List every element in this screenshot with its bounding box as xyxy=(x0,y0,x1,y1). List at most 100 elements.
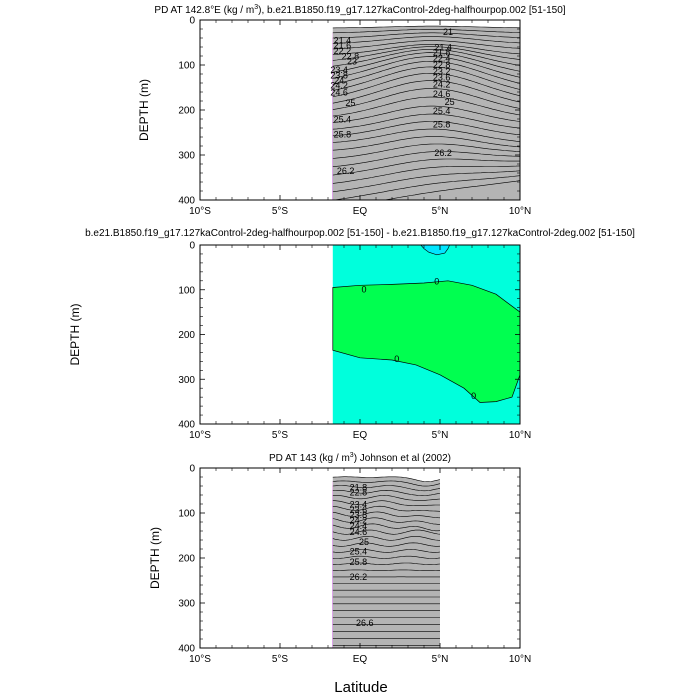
shared-x-axis-label: Latitude xyxy=(334,679,387,696)
contour-line-12 xyxy=(332,536,441,541)
y-tick-label: 400 xyxy=(178,196,195,207)
contour-line-16 xyxy=(332,96,520,117)
y-tick-label: 200 xyxy=(178,106,195,117)
contour-line-11 xyxy=(332,61,520,85)
contour-line-17 xyxy=(332,105,520,123)
contour-line-3 xyxy=(332,485,441,492)
contour-line-9 xyxy=(332,52,520,73)
contour-label: 22.8 xyxy=(342,51,360,61)
contour-line-6 xyxy=(332,44,520,55)
contour-label: 23.6 xyxy=(433,73,451,83)
y-tick-label: 0 xyxy=(189,16,195,27)
y-axis-label: DEPTH (m) xyxy=(68,304,82,366)
contour-line-24 xyxy=(332,158,520,176)
y-tick-label: 300 xyxy=(178,375,195,386)
contour-label: 23.8 xyxy=(350,510,368,520)
y-tick-label: 0 xyxy=(189,464,195,475)
heatmap-field xyxy=(332,245,520,424)
contour-line-9 xyxy=(332,517,440,525)
contour-labels: 21.822.823.423.623.824.224.424.62525.425… xyxy=(350,482,374,627)
x-tick-label: 5°S xyxy=(272,206,289,217)
y-axis-label: DEPTH (m) xyxy=(148,527,162,589)
contour-label: 24.6 xyxy=(433,89,451,99)
contour-line-12 xyxy=(332,66,520,91)
contour-label: 0 xyxy=(471,391,476,401)
contour-label: 23.4 xyxy=(350,499,368,509)
contour-label: 25.4 xyxy=(433,106,451,116)
contour-line-20 xyxy=(332,128,520,143)
x-tick-label: 5°N xyxy=(432,206,449,217)
contour-label: 21 xyxy=(443,27,453,37)
x-tick-label: 5°S xyxy=(272,654,289,665)
contour-label: 24.4 xyxy=(350,521,368,531)
chart-title-part: 3 xyxy=(350,452,354,459)
contour-label: 25 xyxy=(345,98,355,108)
contour-line-22 xyxy=(332,143,520,159)
chart-title-part: PD AT 142.8 xyxy=(154,5,210,16)
contour-line-4 xyxy=(332,36,520,44)
contour-line-14 xyxy=(332,549,441,553)
y-tick-label: 200 xyxy=(178,554,195,565)
contour-line-2 xyxy=(332,480,441,487)
contour-label: 21.4 xyxy=(334,36,352,46)
contour-label: 26.2 xyxy=(434,148,452,158)
contour-label: 24.2 xyxy=(350,516,368,526)
x-tick-label: EQ xyxy=(353,430,368,441)
contour-label: 22.8 xyxy=(433,60,451,70)
contour-label: 24.6 xyxy=(330,87,348,97)
contour-line-7 xyxy=(332,505,441,512)
contour-line-10 xyxy=(332,523,441,532)
contour-label: 21.8 xyxy=(350,482,368,492)
contour-line-26 xyxy=(332,170,520,193)
contour-line-23 xyxy=(332,151,520,167)
y-tick-label: 400 xyxy=(178,644,195,655)
chart-title-part: 3 xyxy=(254,4,258,11)
contour-line-21 xyxy=(332,136,520,151)
contour-label: 25.8 xyxy=(433,119,451,129)
x-tick-label: 10°S xyxy=(189,206,211,217)
contour-label: 23.8 xyxy=(330,70,348,80)
contour-line-5 xyxy=(332,495,441,501)
x-tick-label: EQ xyxy=(353,206,368,217)
chart-title-part: °E (kg / m xyxy=(210,5,254,16)
x-tick-label: 10°S xyxy=(189,430,211,441)
x-tick-label: 10°N xyxy=(509,654,531,665)
panel-model-pd: 10°S 5°S EQ 5°N 10°N 0 100 200 300 400 DEPTH (m) PD… xyxy=(137,4,566,217)
x-tick-label: EQ xyxy=(353,654,368,665)
heatmap-field xyxy=(332,25,520,200)
contour-label: 25.4 xyxy=(350,547,368,557)
contour-line-4 xyxy=(332,489,441,496)
contour-line-19 xyxy=(332,121,520,137)
contour-line-18 xyxy=(332,113,520,130)
contour-line-15 xyxy=(332,555,441,559)
panel-difference: 10°S 5°S EQ 5°N 10°N 0 100 200 300 400 DEPTH (m) b.… xyxy=(68,228,635,441)
contour-line-15 xyxy=(332,88,520,110)
x-tick-label: 5°N xyxy=(432,654,449,665)
contour-label: 0 xyxy=(434,277,439,287)
y-tick-label: 100 xyxy=(178,61,195,72)
x-tick-label: 5°S xyxy=(272,430,289,441)
contour-line-11 xyxy=(332,529,441,535)
chart-title: PD AT 143 (kg / m3) Johnson et al (2002) xyxy=(269,452,451,464)
contour-line-1 xyxy=(332,25,520,29)
contour-line-17 xyxy=(332,569,441,571)
contour-label: 24 xyxy=(334,76,344,86)
contour-line-27 xyxy=(332,175,520,200)
contour-line-2 xyxy=(332,29,520,34)
contour-label: 23.6 xyxy=(350,505,368,515)
y-tick-label: 400 xyxy=(178,420,195,431)
panel-johnson-obs: 10°S 5°S EQ 5°N 10°N 0 100 200 300 400 DEPTH (m) PD… xyxy=(148,452,531,665)
contour-line-6 xyxy=(332,500,440,506)
contour-line-8 xyxy=(332,511,441,519)
contour-line-1 xyxy=(332,476,441,482)
contour-label: 21.6 xyxy=(334,41,352,51)
y-tick-label: 200 xyxy=(178,330,195,341)
chart-title: PD AT 142.8°E (kg / m3), b.e21.B1850.f19… xyxy=(154,4,565,16)
x-tick-label: 5°N xyxy=(432,430,449,441)
surface-anomaly xyxy=(420,245,450,256)
contour-label: 0 xyxy=(394,354,399,364)
contour-label: 23.2 xyxy=(433,66,451,76)
contour-label: 23.4 xyxy=(330,65,348,75)
contour-line-25 xyxy=(332,165,520,184)
